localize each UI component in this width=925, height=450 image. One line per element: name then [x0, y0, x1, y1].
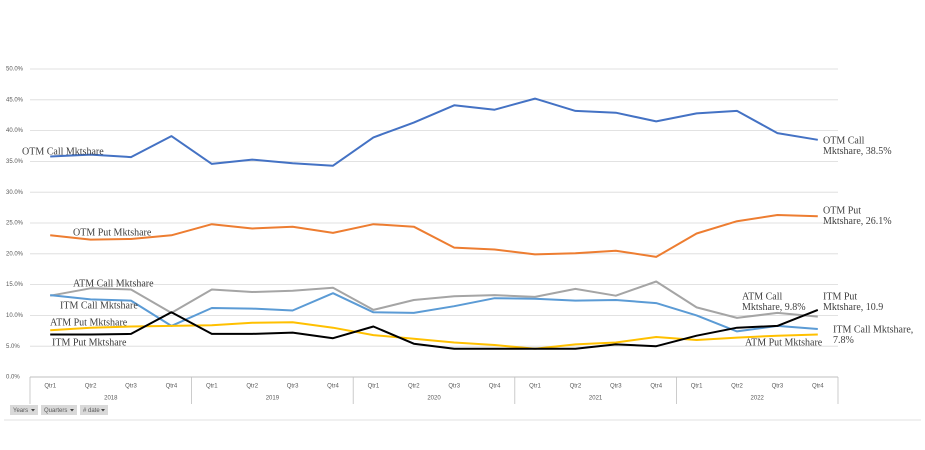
x-tick-label: Qtr2 [246, 384, 258, 390]
x-group-label: 2022 [751, 396, 765, 402]
x-tick-label: Qtr2 [85, 384, 97, 390]
series-line [50, 321, 818, 350]
x-tick-label: Qtr3 [448, 384, 460, 390]
annotation: ATM Put Mktshare [745, 337, 823, 348]
x-tick-label: Qtr3 [125, 384, 137, 390]
series-line [50, 97, 818, 167]
y-tick-label: 0.0% [6, 375, 20, 381]
x-tick-label: Qtr3 [287, 384, 299, 390]
x-tick-label: Qtr1 [691, 384, 703, 390]
series-line [50, 308, 819, 350]
annotation: 7.8% [833, 335, 854, 346]
y-tick-label: 30.0% [6, 190, 24, 196]
y-tick-label: 10.0% [6, 313, 24, 319]
x-group-label: 2020 [427, 396, 441, 402]
series-label: ITM Call Mktshare [60, 300, 138, 311]
series-line [50, 292, 818, 333]
annotation: Mktshare, 26.1% [823, 216, 892, 227]
series-label: ATM Put Mktshare [50, 317, 128, 328]
annotation: ATM Call [742, 291, 783, 302]
x-tick-label: Qtr2 [570, 384, 582, 390]
x-tick-label: Qtr4 [166, 384, 178, 390]
annotation: ITM Put [823, 291, 857, 302]
x-tick-label: Qtr1 [44, 384, 56, 390]
y-tick-label: 35.0% [6, 159, 24, 165]
button-label: # date [83, 408, 100, 414]
series-label: OTM Put Mktshare [73, 227, 152, 238]
series-line [50, 280, 818, 319]
x-tick-label: Qtr1 [368, 384, 380, 390]
y-tick-label: 25.0% [6, 221, 24, 227]
field-button[interactable]: Years [10, 405, 38, 415]
field-button[interactable]: # date [80, 405, 108, 415]
series-label: ATM Call Mktshare [73, 278, 154, 289]
x-tick-label: Qtr1 [206, 384, 218, 390]
x-group-label: 2021 [589, 396, 603, 402]
x-group-label: 2019 [266, 396, 280, 402]
button-label: Quarters [44, 408, 67, 414]
x-tick-label: Qtr2 [408, 384, 420, 390]
dropdown-arrow [101, 409, 105, 412]
y-tick-label: 15.0% [6, 282, 24, 288]
y-tick-label: 40.0% [6, 128, 24, 134]
x-tick-label: Qtr4 [812, 384, 824, 390]
series-label: ITM Put Mktshare [52, 337, 127, 348]
annotation: Mktshare, 38.5% [823, 146, 892, 157]
series-label: OTM Call Mktshare [22, 146, 104, 157]
annotation: ITM Call Mktshare, [833, 324, 913, 335]
dropdown-arrow [31, 409, 35, 412]
annotation: OTM Call [823, 135, 865, 146]
x-tick-label: Qtr4 [327, 384, 339, 390]
dropdown-arrow [70, 409, 74, 412]
annotation: Mktshare, 10.9 [823, 302, 883, 313]
x-group-label: 2018 [104, 396, 118, 402]
x-tick-label: Qtr2 [731, 384, 743, 390]
x-tick-label: Qtr3 [610, 384, 622, 390]
y-tick-label: 20.0% [6, 251, 24, 257]
x-tick-label: Qtr1 [529, 384, 541, 390]
x-tick-label: Qtr4 [489, 384, 501, 390]
button-bg [41, 405, 77, 415]
y-tick-label: 5.0% [6, 344, 20, 350]
x-tick-label: Qtr3 [772, 384, 784, 390]
y-tick-label: 50.0% [6, 67, 24, 73]
button-bg [80, 405, 108, 415]
annotation: Mktshare, 9.8% [742, 302, 806, 313]
button-bg [10, 405, 38, 415]
y-tick-label: 45.0% [6, 97, 24, 103]
button-label: Years [13, 408, 28, 414]
series-line [50, 214, 818, 258]
annotation: OTM Put [823, 205, 861, 216]
field-button[interactable]: Quarters [41, 405, 77, 415]
x-tick-label: Qtr4 [650, 384, 662, 390]
